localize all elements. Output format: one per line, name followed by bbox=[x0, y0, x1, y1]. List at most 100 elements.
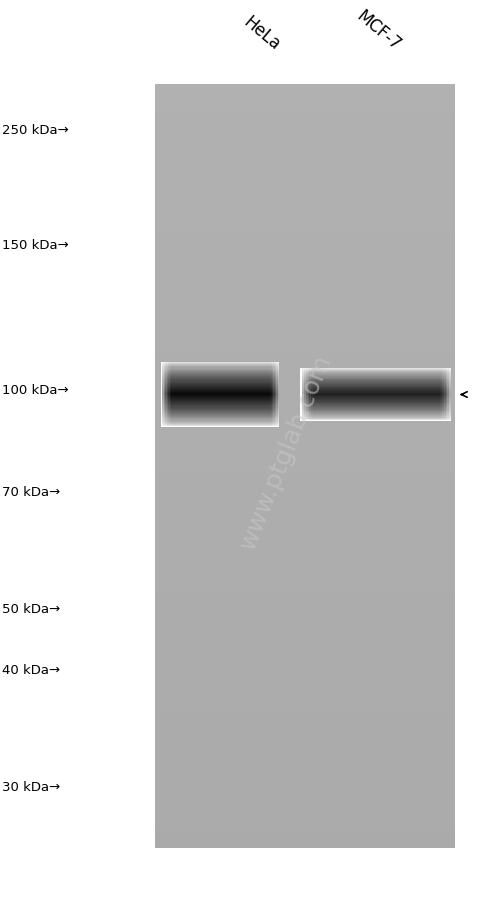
Bar bbox=[256, 363, 257, 364]
Bar bbox=[174, 395, 176, 396]
Bar bbox=[218, 422, 220, 423]
Bar bbox=[247, 395, 248, 396]
Bar bbox=[165, 402, 167, 404]
Bar bbox=[192, 385, 193, 386]
Bar bbox=[220, 417, 222, 418]
Bar bbox=[272, 379, 274, 380]
Bar bbox=[248, 394, 250, 395]
Bar bbox=[254, 393, 256, 394]
Bar bbox=[198, 401, 199, 402]
Bar bbox=[180, 395, 181, 396]
Bar bbox=[176, 418, 177, 419]
Bar bbox=[201, 366, 202, 367]
Bar bbox=[228, 412, 229, 413]
Bar bbox=[230, 390, 232, 391]
Bar bbox=[164, 422, 165, 423]
Bar bbox=[204, 385, 205, 386]
Bar bbox=[236, 389, 238, 390]
Bar bbox=[180, 373, 181, 374]
Bar bbox=[226, 401, 228, 402]
Bar bbox=[272, 405, 274, 406]
Bar bbox=[191, 419, 192, 420]
Bar bbox=[248, 389, 250, 390]
Bar bbox=[242, 401, 244, 402]
Bar bbox=[184, 397, 186, 399]
Bar bbox=[230, 418, 232, 419]
Bar bbox=[210, 384, 211, 385]
Bar bbox=[275, 418, 276, 419]
Bar bbox=[202, 393, 204, 394]
Bar bbox=[167, 386, 168, 388]
Bar bbox=[230, 368, 232, 369]
Bar bbox=[247, 367, 248, 368]
Bar bbox=[196, 377, 198, 378]
Bar bbox=[232, 396, 233, 397]
Bar bbox=[201, 367, 202, 368]
Bar bbox=[274, 393, 275, 394]
Bar bbox=[193, 417, 195, 418]
Bar bbox=[183, 400, 184, 401]
Bar bbox=[244, 386, 245, 388]
Bar bbox=[213, 367, 214, 368]
Bar bbox=[240, 404, 241, 405]
Bar bbox=[162, 384, 164, 385]
Bar bbox=[195, 416, 196, 417]
Bar bbox=[207, 386, 208, 388]
Bar bbox=[176, 411, 177, 412]
Bar bbox=[174, 416, 176, 417]
Bar bbox=[208, 366, 210, 367]
Bar bbox=[164, 412, 165, 413]
Bar bbox=[264, 378, 266, 379]
Bar bbox=[180, 385, 181, 386]
Bar bbox=[188, 401, 189, 402]
Bar bbox=[202, 367, 204, 368]
Bar bbox=[179, 415, 180, 416]
Bar bbox=[201, 426, 202, 427]
Bar bbox=[256, 401, 257, 402]
Bar bbox=[275, 388, 276, 389]
Bar bbox=[210, 389, 211, 390]
Bar bbox=[207, 363, 208, 364]
Bar bbox=[174, 366, 176, 367]
Bar bbox=[247, 379, 248, 380]
Bar bbox=[240, 375, 241, 377]
Bar bbox=[274, 383, 275, 384]
Bar bbox=[211, 401, 213, 402]
Bar bbox=[235, 407, 236, 408]
Bar bbox=[270, 378, 272, 379]
Bar bbox=[251, 411, 252, 412]
Bar bbox=[266, 372, 267, 373]
Bar bbox=[165, 404, 167, 405]
Bar bbox=[177, 408, 179, 410]
Bar bbox=[278, 394, 279, 395]
Bar bbox=[176, 390, 177, 391]
Bar bbox=[180, 393, 181, 394]
Bar bbox=[248, 408, 250, 410]
Bar bbox=[208, 399, 210, 400]
Bar bbox=[241, 426, 242, 427]
Bar bbox=[264, 372, 266, 373]
Bar bbox=[244, 380, 245, 381]
Bar bbox=[181, 390, 183, 391]
Bar bbox=[270, 407, 272, 408]
Bar bbox=[214, 368, 216, 369]
Bar bbox=[267, 388, 269, 389]
Bar bbox=[269, 426, 270, 427]
Bar bbox=[207, 411, 208, 412]
Bar bbox=[274, 380, 275, 381]
Bar bbox=[230, 415, 232, 416]
Bar bbox=[264, 404, 266, 405]
Bar bbox=[220, 401, 222, 402]
Bar bbox=[168, 394, 170, 395]
Bar bbox=[220, 426, 222, 427]
Bar bbox=[274, 410, 275, 411]
Bar bbox=[232, 385, 233, 386]
Bar bbox=[173, 372, 174, 373]
Bar bbox=[202, 422, 204, 423]
Bar bbox=[248, 368, 250, 369]
Bar bbox=[164, 380, 165, 381]
Bar bbox=[257, 372, 259, 373]
Bar bbox=[272, 407, 274, 408]
Bar bbox=[233, 404, 235, 405]
Bar bbox=[263, 416, 264, 417]
